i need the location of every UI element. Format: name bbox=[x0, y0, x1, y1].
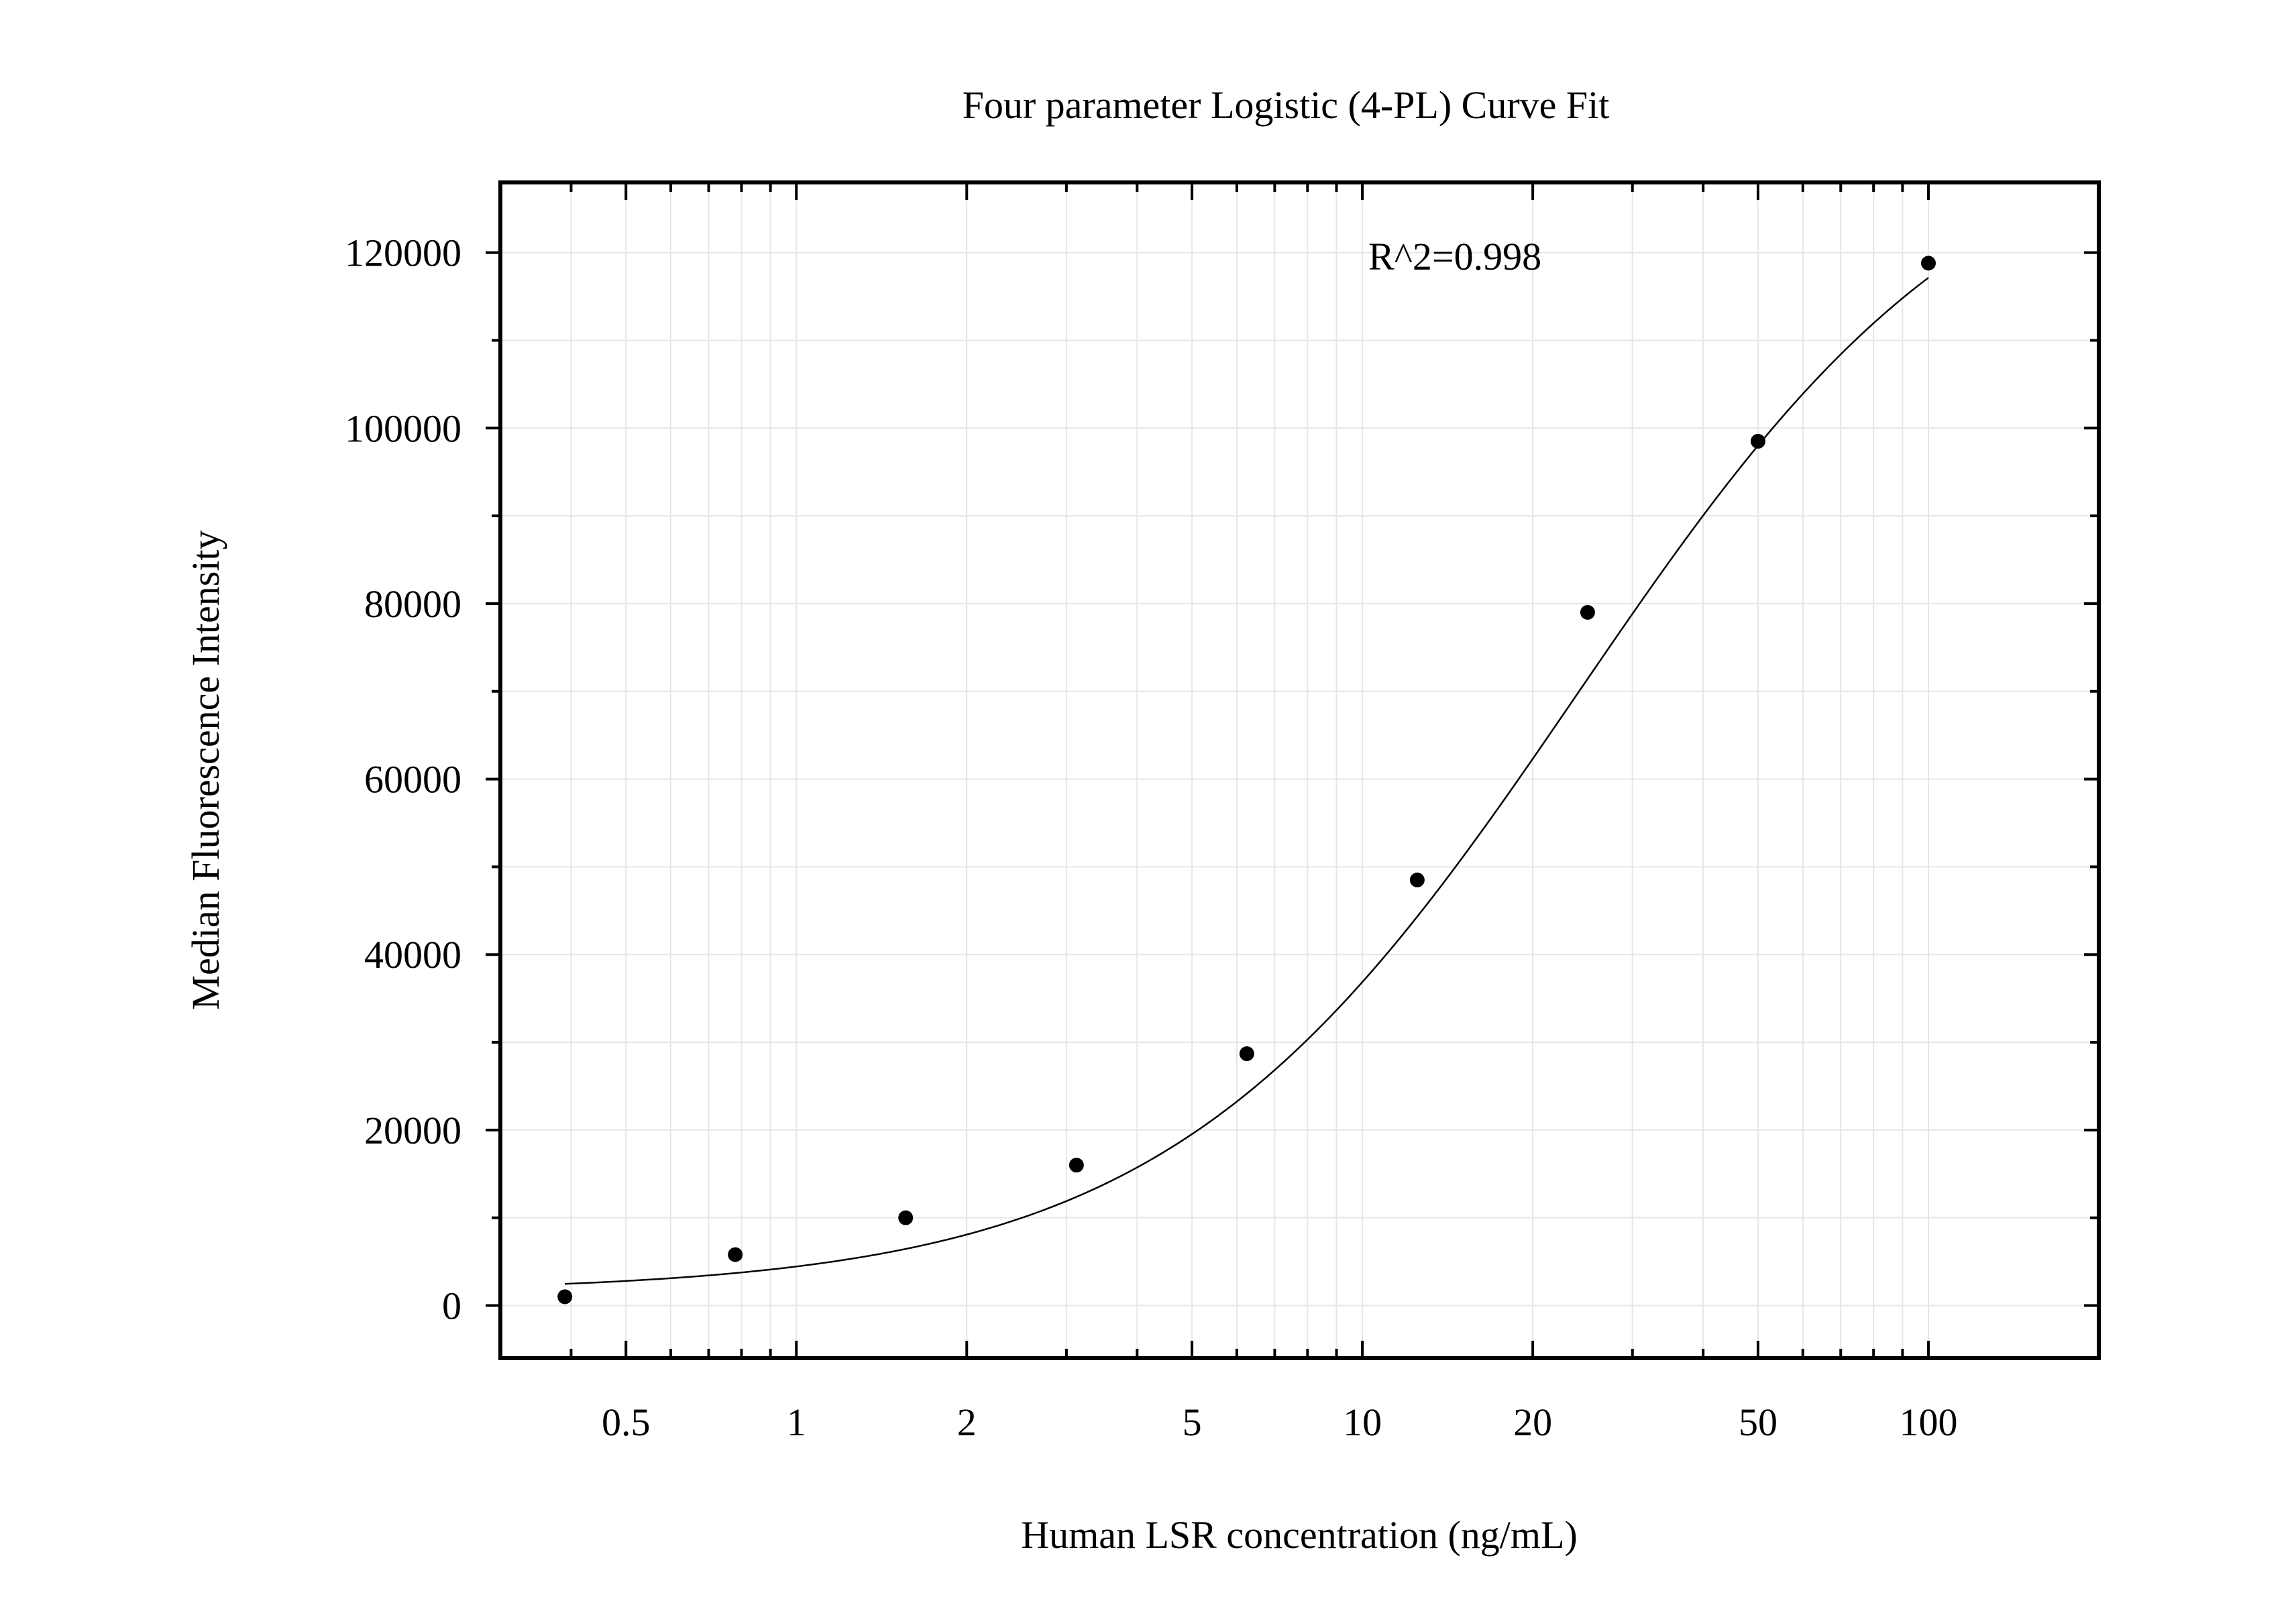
y-tick-label: 120000 bbox=[345, 231, 461, 275]
data-point bbox=[898, 1210, 914, 1225]
y-tick-label: 20000 bbox=[364, 1109, 461, 1152]
data-point bbox=[1750, 433, 1765, 449]
x-tick-label: 2 bbox=[957, 1400, 977, 1444]
data-point bbox=[728, 1247, 743, 1262]
y-axis: 0 20000 40000 60000 80000 100000 120000 bbox=[345, 231, 2099, 1328]
y-tick-label: 60000 bbox=[364, 758, 461, 801]
x-axis: 0.5 1 2 5 10 20 50 100 bbox=[499, 182, 2100, 1444]
r-squared-annotation: R^2=0.998 bbox=[1368, 235, 1541, 278]
y-tick-label: 80000 bbox=[364, 582, 461, 626]
y-axis-label: Median Fluorescence Intensity bbox=[184, 530, 227, 1009]
plot-frame bbox=[498, 180, 2101, 1360]
y-tick-label: 0 bbox=[442, 1284, 461, 1328]
data-point bbox=[1239, 1046, 1254, 1062]
x-tick-label: 100 bbox=[1899, 1400, 1957, 1444]
data-point bbox=[1069, 1158, 1084, 1173]
grid bbox=[500, 182, 2099, 1358]
data-point bbox=[1580, 605, 1595, 620]
x-tick-label: 10 bbox=[1343, 1400, 1382, 1444]
x-tick-label: 50 bbox=[1739, 1400, 1778, 1444]
y-tick-label: 40000 bbox=[364, 933, 461, 977]
x-axis-label: Human LSR concentration (ng/mL) bbox=[1021, 1513, 1578, 1557]
fit-curve-layer bbox=[565, 277, 1929, 1285]
x-tick-label: 5 bbox=[1183, 1400, 1202, 1444]
data-points bbox=[557, 256, 1936, 1305]
chart-title: Four parameter Logistic (4-PL) Curve Fit bbox=[963, 83, 1610, 127]
data-point bbox=[557, 1289, 573, 1305]
x-tick-label: 20 bbox=[1513, 1400, 1552, 1444]
y-tick-label: 100000 bbox=[345, 406, 461, 450]
data-point bbox=[1409, 873, 1425, 888]
fit-curve bbox=[565, 277, 1929, 1285]
x-tick-label: 1 bbox=[787, 1400, 806, 1444]
data-point bbox=[1920, 256, 1936, 271]
x-tick-label: 0.5 bbox=[602, 1400, 651, 1444]
